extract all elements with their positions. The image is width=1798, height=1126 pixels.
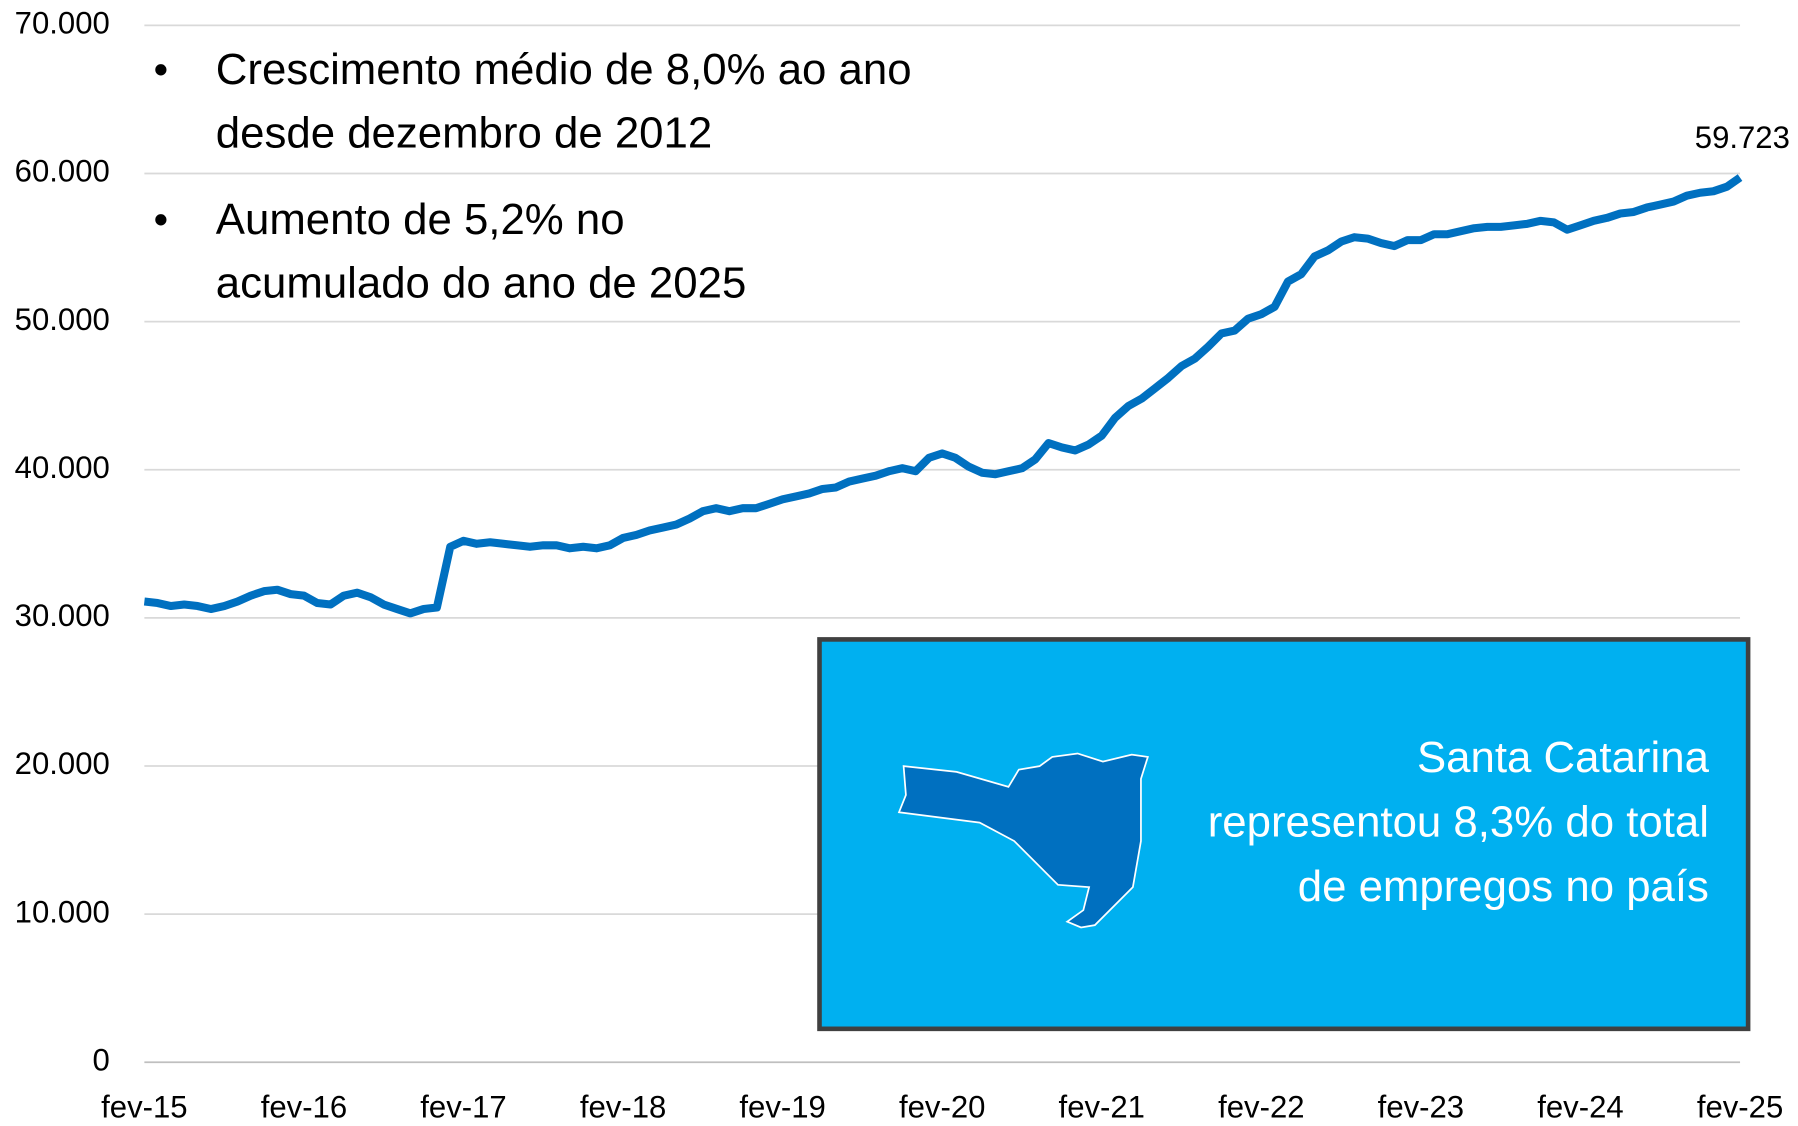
x-tick-label: fev-15 [101,1090,187,1121]
x-tick-label: fev-24 [1537,1090,1623,1121]
x-tick-label: fev-16 [261,1090,347,1121]
y-tick-label: 30.000 [15,598,110,633]
x-tick-label: fev-22 [1218,1090,1304,1121]
bullet: • [154,46,169,93]
x-tick-label: fev-21 [1059,1090,1145,1121]
x-tick-label: fev-20 [899,1090,985,1121]
x-tick-label: fev-23 [1378,1090,1464,1121]
data-line [143,174,1743,618]
callout-text: representou 8,3% do total [1208,797,1709,846]
bullet-text: acumulado do ano de 2025 [216,258,746,307]
data-label: 59.723 [1695,120,1790,155]
y-tick-label: 60.000 [15,154,110,189]
bullet: • [154,195,169,242]
x-tick-label: fev-19 [739,1090,825,1121]
x-tick-label: fev-25 [1697,1090,1783,1121]
y-tick-label: 70.000 [15,6,110,41]
y-tick-label: 50.000 [15,302,110,337]
y-tick-label: 10.000 [15,894,110,929]
bullet-text: Crescimento médio de 8,0% ao ano [216,45,912,94]
bullet-text: desde dezembro de 2012 [216,109,712,158]
y-tick-label: 0 [93,1042,110,1077]
callout-text: de empregos no país [1298,862,1709,911]
x-tick-label: fev-17 [420,1090,506,1121]
x-tick-label: fev-18 [580,1090,666,1121]
y-tick-label: 20.000 [15,746,110,781]
bullet-text: Aumento de 5,2% no [216,195,625,244]
y-tick-label: 40.000 [15,450,110,485]
callout-text: Santa Catarina [1417,733,1710,782]
callout-box [817,637,1751,1032]
state-map [897,752,1149,929]
